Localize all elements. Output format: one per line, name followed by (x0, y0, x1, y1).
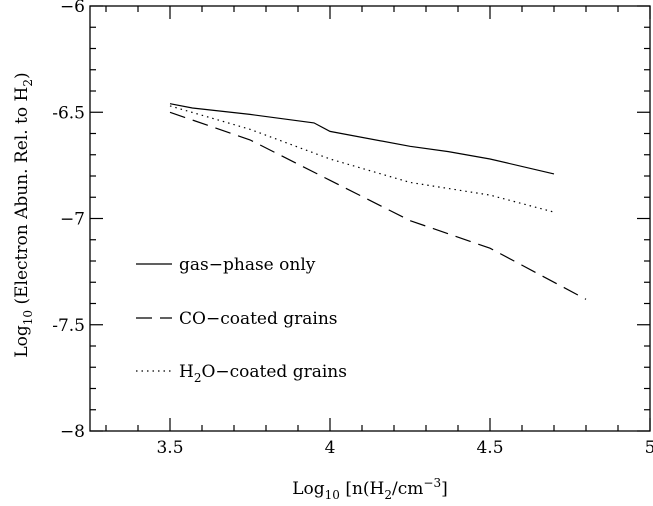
x-axis-label: Log10 [n(H2/cm−3] (292, 476, 448, 502)
legend-label: H2O−coated grains (179, 362, 347, 385)
ticks (90, 5, 651, 432)
y-tick-label: -7.5 (52, 316, 85, 336)
tick-labels: 3.5 4 4.5 5 −6 -6.5 −7 -7.5 −8 (52, 0, 653, 458)
legend: gas−phase only CO−coated grains H2O−coated… (136, 255, 347, 385)
plot-frame (89, 5, 651, 432)
y-tick-label: −6 (60, 0, 85, 17)
x-tick-label: 3.5 (156, 438, 183, 458)
x-tick-label: 5 (645, 438, 653, 458)
x-tick-label: 4 (325, 438, 336, 458)
y-tick-label: −8 (60, 422, 85, 442)
series-group (169, 103, 587, 300)
y-tick-label: -6.5 (52, 103, 85, 123)
series-line-dashed (169, 111, 587, 300)
x-tick-label: 4.5 (476, 438, 503, 458)
series-line-solid (169, 103, 555, 175)
y-axis-label: Log10 (Electron Abun. Rel. to H2) (12, 72, 35, 357)
series-line-dotted (169, 105, 555, 213)
legend-label: CO−coated grains (179, 309, 338, 329)
legend-label: gas−phase only (179, 255, 316, 275)
y-tick-label: −7 (60, 210, 85, 230)
